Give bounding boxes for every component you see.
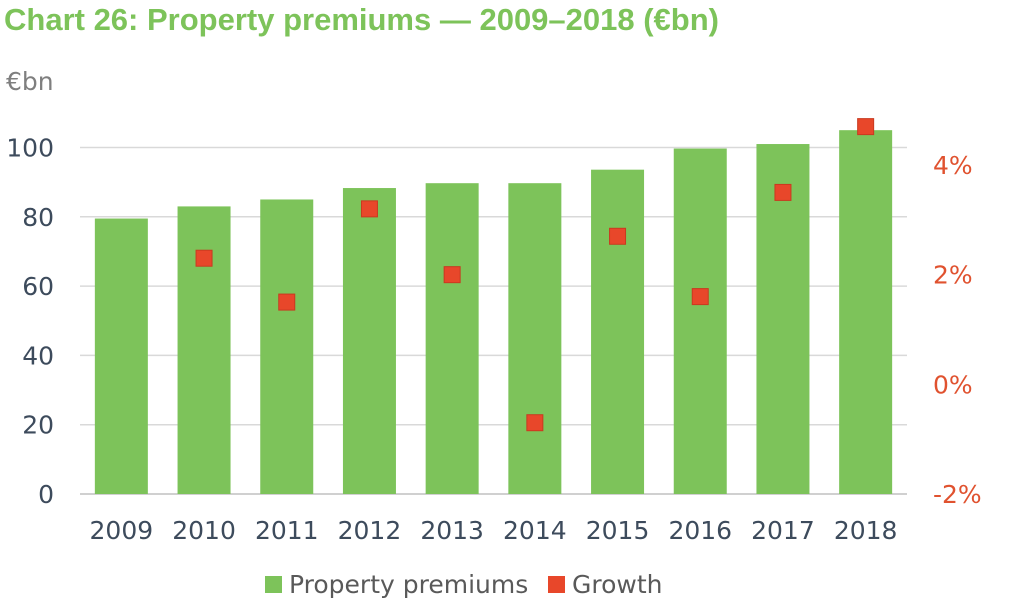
y-right-tick-label: 2% [933,261,973,290]
y-unit-label: €bn [6,67,54,96]
bar [425,183,479,494]
x-tick-label: 2016 [668,516,732,545]
x-tick-label: 2018 [834,516,898,545]
y-left-tick-label: 40 [22,341,54,370]
y-right-tick-label: -2% [933,480,982,509]
x-tick-label: 2017 [751,516,815,545]
bar [839,130,893,495]
bar [260,199,314,494]
bar [591,169,645,494]
y-left-tick-label: 80 [22,203,54,232]
bar [94,218,148,494]
legend-swatch-property-premiums [265,576,282,593]
y-right-tick-label: 0% [933,370,973,399]
x-tick-label: 2013 [420,516,484,545]
y-left-tick-label: 100 [6,134,54,163]
bar [342,188,396,494]
bar [756,144,810,494]
bar [673,148,727,495]
x-tick-label: 2012 [338,516,402,545]
x-tick-label: 2014 [503,516,567,545]
growth-marker [774,183,792,201]
growth-marker [278,293,296,311]
y-left-tick-label: 20 [22,411,54,440]
legend-label-property-premiums: Property premiums [289,570,528,599]
x-tick-label: 2009 [90,516,154,545]
x-tick-label: 2011 [255,516,319,545]
x-tick-label: 2015 [586,516,650,545]
growth-marker [443,266,461,284]
growth-marker [526,414,544,432]
y-right-tick-label: 4% [933,151,973,180]
growth-marker [360,200,378,218]
growth-marker [857,118,875,136]
legend-label-growth: Growth [572,570,663,599]
bar [508,183,562,494]
y-left-tick-label: 60 [22,272,54,301]
x-tick-label: 2010 [172,516,236,545]
growth-marker [609,227,627,245]
legend-swatch-growth [548,576,565,593]
y-left-tick-label: 0 [38,480,54,509]
growth-marker [691,288,709,306]
bar [177,206,231,494]
chart-title: Chart 26: Property premiums — 2009–2018 … [4,2,719,37]
growth-marker [195,249,213,267]
